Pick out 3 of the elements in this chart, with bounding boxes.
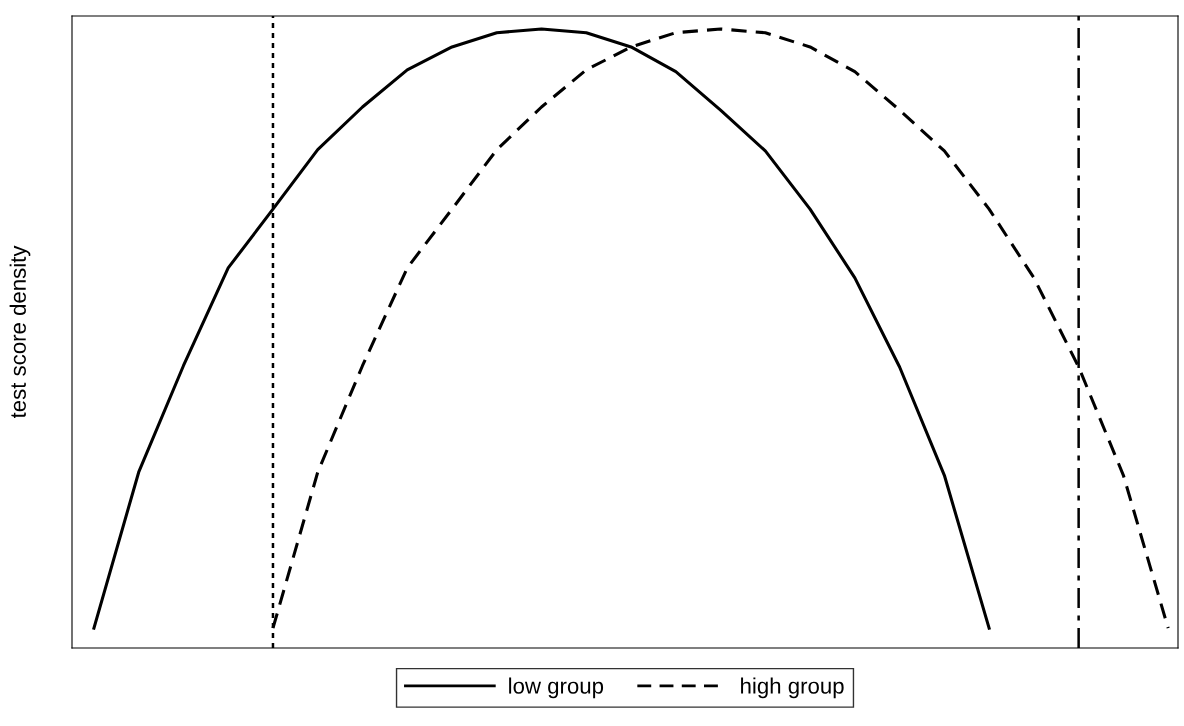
y-axis-title: test score density <box>9 245 31 419</box>
legend-label: high group <box>741 677 844 699</box>
legend-label: low group <box>509 677 604 699</box>
